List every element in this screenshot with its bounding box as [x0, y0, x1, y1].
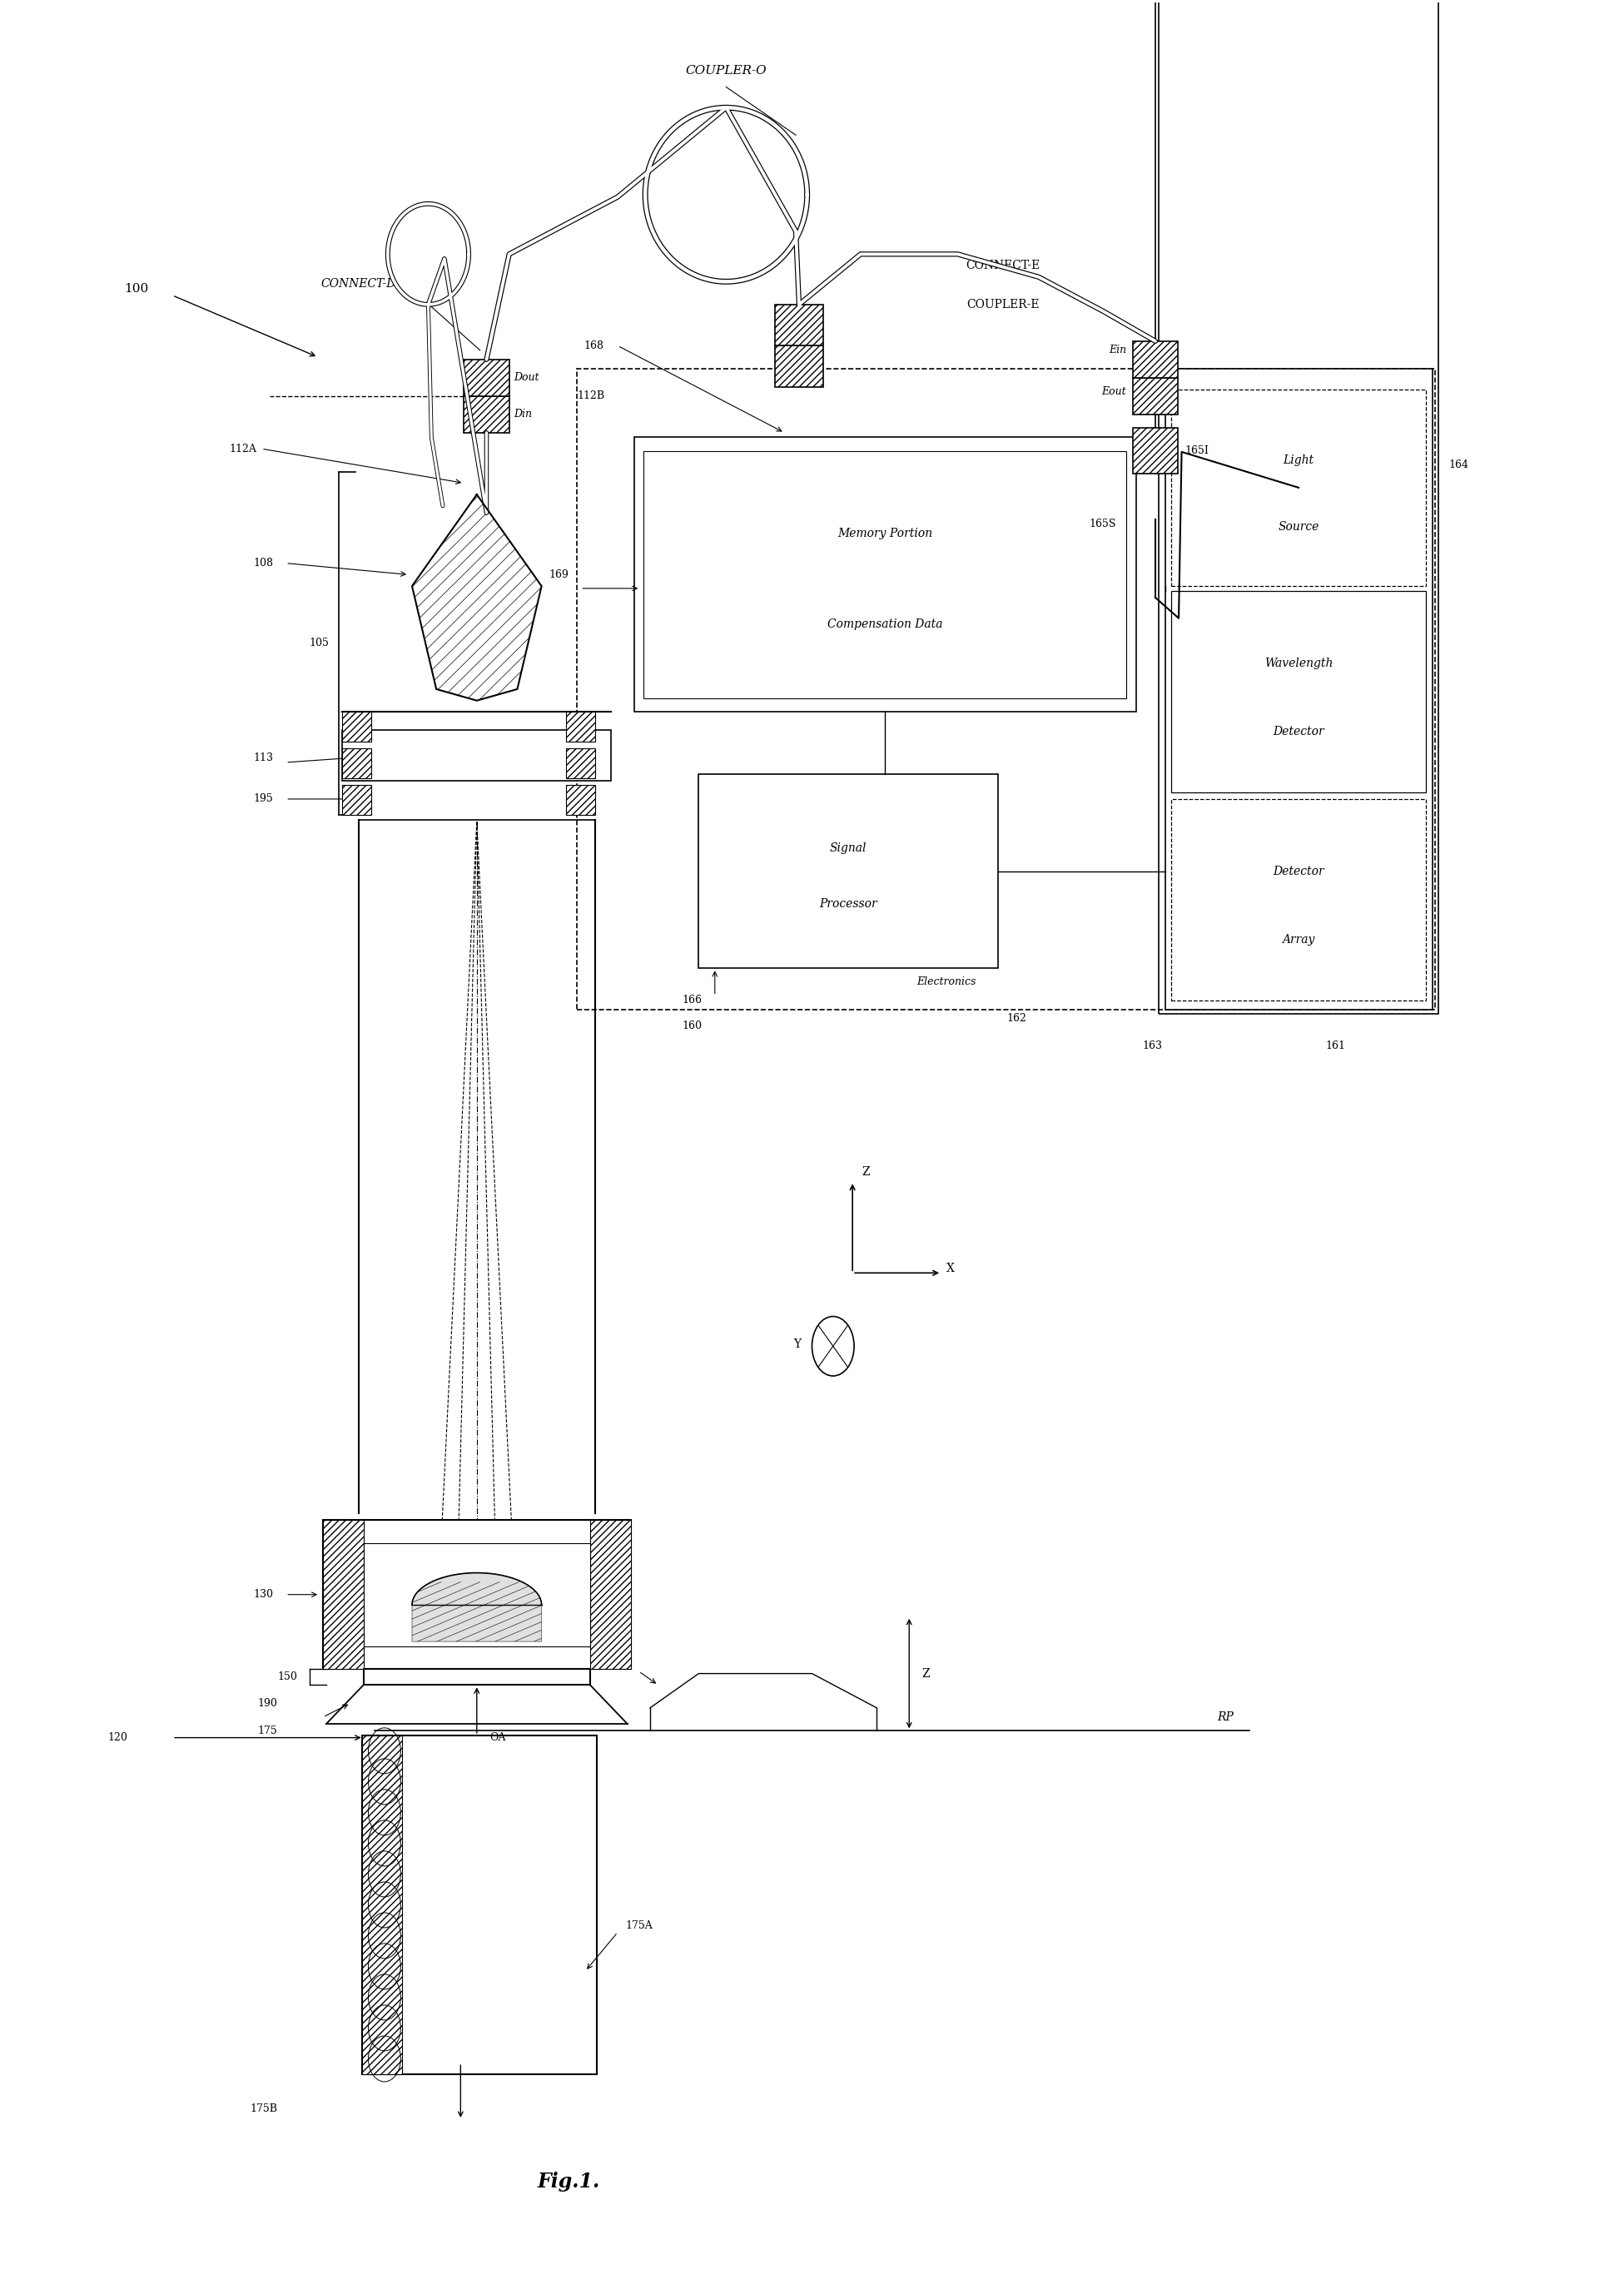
- Text: Signal: Signal: [830, 842, 867, 853]
- Text: COUPLER-O: COUPLER-O: [685, 64, 767, 76]
- Text: 112A: 112A: [229, 443, 257, 454]
- Text: 166: 166: [682, 996, 703, 1005]
- Bar: [698, 773, 999, 968]
- Text: Wavelength: Wavelength: [1265, 658, 1333, 670]
- Bar: [343, 748, 372, 778]
- Text: Array: Array: [1283, 934, 1315, 945]
- Text: X: X: [947, 1262, 955, 1273]
- Bar: [343, 711, 372, 741]
- Bar: [775, 305, 823, 346]
- Text: 160: 160: [682, 1021, 703, 1030]
- Bar: [362, 1734, 596, 2074]
- Bar: [343, 729, 611, 780]
- Bar: [323, 1521, 364, 1670]
- Text: RP: RP: [1216, 1711, 1233, 1723]
- Text: Memory Portion: Memory Portion: [838, 528, 932, 539]
- Polygon shape: [412, 496, 541, 700]
- Bar: [1132, 342, 1177, 379]
- Bar: [577, 369, 1436, 1009]
- Text: COUPLER-E: COUPLER-E: [966, 298, 1039, 310]
- Text: 164: 164: [1449, 459, 1468, 470]
- Bar: [362, 1734, 403, 2074]
- Bar: [323, 1521, 630, 1670]
- Text: 163: 163: [1142, 1041, 1163, 1051]
- Bar: [464, 360, 510, 397]
- Text: 168: 168: [583, 340, 604, 351]
- Text: 105: 105: [310, 638, 330, 649]
- Text: 165S: 165S: [1090, 518, 1116, 530]
- Bar: [565, 748, 594, 778]
- Text: 170: 170: [601, 1661, 622, 1672]
- Polygon shape: [412, 1574, 541, 1643]
- Text: Detector: Detector: [1273, 725, 1324, 739]
- Text: 190: 190: [258, 1698, 278, 1709]
- Bar: [590, 1521, 630, 1670]
- Text: 108: 108: [253, 557, 273, 569]
- Text: 175: 175: [258, 1725, 278, 1737]
- Text: 162: 162: [1007, 1014, 1026, 1023]
- Text: CONNECT-D: CONNECT-D: [322, 278, 396, 289]
- Bar: [1171, 390, 1426, 585]
- Text: Fig.1.: Fig.1.: [538, 2172, 601, 2191]
- Text: Z: Z: [862, 1165, 870, 1179]
- Text: Ein: Ein: [1109, 344, 1125, 356]
- Text: CONNECT-E: CONNECT-E: [966, 259, 1041, 271]
- Text: 175B: 175B: [250, 2104, 278, 2115]
- Bar: [775, 346, 823, 388]
- Bar: [1132, 429, 1177, 475]
- Text: 175A: 175A: [625, 1920, 653, 1932]
- Text: 130: 130: [253, 1590, 273, 1599]
- Text: Z: Z: [922, 1668, 931, 1679]
- Text: OA: OA: [490, 1732, 505, 1743]
- Text: 120: 120: [107, 1732, 127, 1743]
- Text: 169: 169: [549, 569, 568, 580]
- Bar: [343, 785, 372, 814]
- Text: 195: 195: [253, 794, 273, 805]
- Bar: [364, 1544, 590, 1647]
- Text: Electronics: Electronics: [916, 977, 976, 989]
- Bar: [565, 785, 594, 814]
- Bar: [464, 397, 510, 434]
- Text: Eout: Eout: [1101, 385, 1125, 397]
- Bar: [643, 452, 1125, 697]
- Text: Din: Din: [515, 408, 533, 420]
- Bar: [1132, 379, 1177, 415]
- Text: 165I: 165I: [1184, 445, 1208, 457]
- Text: Source: Source: [1278, 521, 1319, 532]
- Bar: [1158, 0, 1439, 1014]
- Bar: [633, 438, 1135, 711]
- Bar: [1171, 590, 1426, 791]
- Text: Light: Light: [1283, 454, 1314, 466]
- Text: Dout: Dout: [515, 372, 539, 383]
- Text: Y: Y: [793, 1337, 801, 1349]
- Text: Processor: Processor: [820, 899, 877, 911]
- Text: Compensation Data: Compensation Data: [827, 619, 942, 631]
- Text: 150: 150: [278, 1672, 297, 1682]
- Text: 112B: 112B: [577, 390, 604, 401]
- Bar: [565, 711, 594, 741]
- Bar: [1171, 798, 1426, 1000]
- Text: Detector: Detector: [1273, 865, 1324, 876]
- Text: 100: 100: [123, 282, 148, 294]
- Bar: [1164, 369, 1432, 1009]
- Text: 161: 161: [1325, 1041, 1345, 1051]
- Text: 113: 113: [253, 752, 273, 764]
